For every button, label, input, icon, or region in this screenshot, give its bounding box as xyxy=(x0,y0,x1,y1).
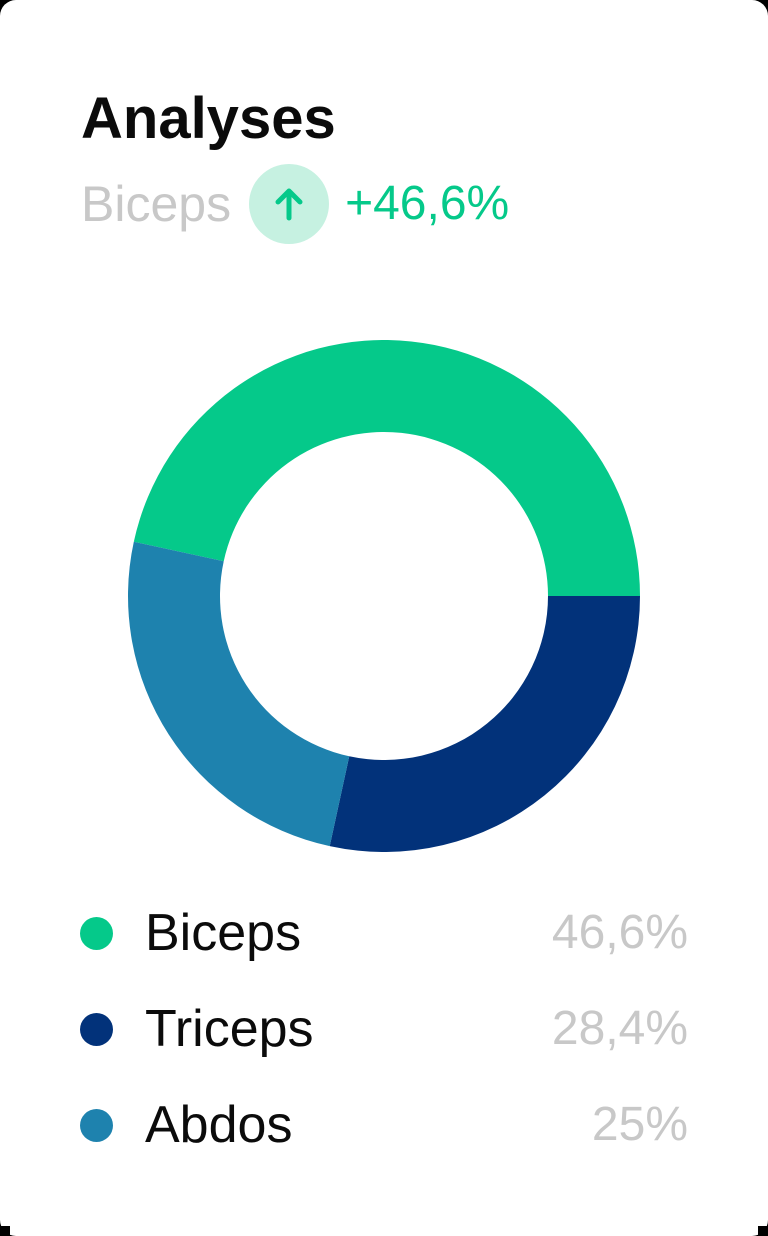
legend-value: 46,6% xyxy=(551,906,688,959)
legend-value: 28,4% xyxy=(551,1002,688,1055)
donut-slice-triceps xyxy=(329,596,640,853)
donut-slice-abdos xyxy=(127,541,350,847)
trend-value: +46,6% xyxy=(345,177,510,230)
arrow-up-icon xyxy=(275,188,303,221)
trend-label: Biceps xyxy=(81,176,232,232)
corner-mark-bottom-left xyxy=(0,1226,10,1236)
donut-slice-biceps xyxy=(133,340,640,596)
legend-label: Triceps xyxy=(145,1000,314,1058)
trend-row: Biceps +46,6% xyxy=(81,164,509,244)
card-title: Analyses xyxy=(81,86,336,151)
legend-dot xyxy=(80,1013,113,1046)
legend-label: Abdos xyxy=(145,1096,293,1154)
legend-dot xyxy=(80,1109,113,1142)
corner-mark-bottom-right xyxy=(758,1226,768,1236)
trend-badge xyxy=(249,164,330,244)
legend-label: Biceps xyxy=(145,904,302,962)
legend-item-triceps: Triceps 28,4% xyxy=(80,989,688,1069)
legend-dot xyxy=(80,917,113,950)
legend-item-abdos: Abdos 25% xyxy=(80,1085,688,1165)
legend-item-biceps: Biceps 46,6% xyxy=(80,893,688,973)
legend-value: 25% xyxy=(591,1098,688,1151)
